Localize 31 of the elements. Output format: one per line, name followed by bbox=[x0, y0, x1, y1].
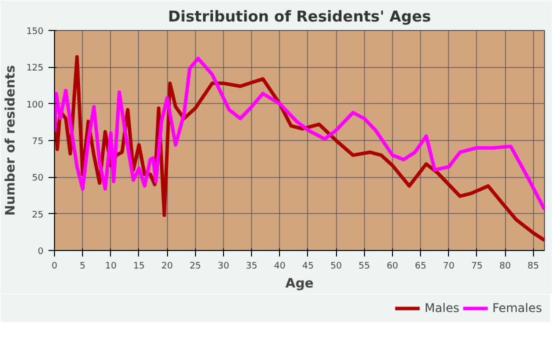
x-tick-label: 70 bbox=[443, 262, 455, 272]
legend-label: Males bbox=[424, 301, 460, 315]
x-tick-label: 35 bbox=[246, 262, 258, 272]
x-tick-label: 25 bbox=[190, 262, 202, 272]
x-tick-label: 75 bbox=[471, 262, 483, 272]
x-tick-label: 65 bbox=[414, 262, 426, 272]
x-axis-title: Age bbox=[285, 276, 314, 292]
x-tick-label: 80 bbox=[499, 262, 512, 272]
x-tick-label: 50 bbox=[330, 262, 342, 272]
line-series bbox=[54, 56, 544, 212]
x-tick-label: 40 bbox=[274, 262, 286, 272]
y-tick-label: 0 bbox=[38, 247, 44, 257]
x-tick-label: 5 bbox=[80, 262, 86, 272]
y-axis-title: Number of residents bbox=[3, 64, 18, 216]
x-tick-label: 10 bbox=[105, 262, 117, 272]
x-tick-label: 45 bbox=[302, 262, 314, 272]
x-tick-label: 0 bbox=[52, 262, 58, 272]
x-tick-label: 15 bbox=[133, 262, 145, 272]
x-tick-label: 60 bbox=[386, 262, 398, 272]
y-tick-label: 50 bbox=[32, 174, 44, 184]
y-tick-label: 100 bbox=[26, 100, 44, 110]
x-tick-label: 20 bbox=[161, 262, 174, 272]
x-tick-label: 30 bbox=[218, 262, 230, 272]
x-tick-label: 85 bbox=[528, 262, 539, 272]
chart-title: Distribution of Residents' Ages bbox=[168, 8, 432, 26]
y-tick-label: 150 bbox=[26, 27, 44, 37]
legend-label: Females bbox=[492, 301, 542, 315]
x-tick-label: 55 bbox=[358, 262, 370, 272]
y-tick-label: 25 bbox=[32, 210, 44, 220]
y-tick-label: 125 bbox=[26, 64, 44, 74]
y-tick-label: 75 bbox=[32, 137, 44, 147]
